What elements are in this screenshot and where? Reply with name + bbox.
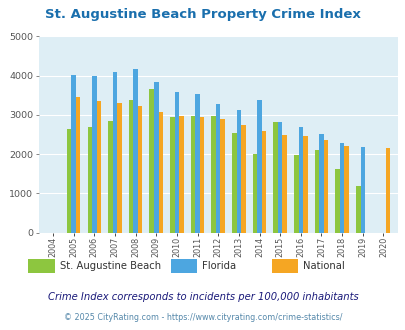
Bar xyxy=(282,135,286,233)
Bar xyxy=(335,169,339,233)
Bar xyxy=(67,129,71,233)
Bar xyxy=(199,117,204,233)
Bar xyxy=(252,154,257,233)
Bar xyxy=(303,136,307,233)
Text: National: National xyxy=(303,261,344,271)
Bar xyxy=(257,100,261,233)
Bar xyxy=(128,100,133,233)
Bar xyxy=(211,116,215,233)
Bar xyxy=(343,146,348,233)
Bar xyxy=(318,135,323,233)
Bar xyxy=(314,150,318,233)
Bar xyxy=(220,119,224,233)
Bar xyxy=(232,133,236,233)
Bar xyxy=(190,116,195,233)
Bar xyxy=(360,147,364,233)
Bar xyxy=(261,131,266,233)
Bar xyxy=(71,75,76,233)
Bar xyxy=(236,110,241,233)
Text: St. Augustine Beach: St. Augustine Beach xyxy=(60,261,160,271)
Bar xyxy=(277,122,282,233)
Bar xyxy=(195,94,199,233)
Bar xyxy=(174,92,179,233)
Bar xyxy=(241,125,245,233)
Bar xyxy=(298,127,303,233)
Text: Crime Index corresponds to incidents per 100,000 inhabitants: Crime Index corresponds to incidents per… xyxy=(47,292,358,302)
Text: St. Augustine Beach Property Crime Index: St. Augustine Beach Property Crime Index xyxy=(45,8,360,21)
Bar xyxy=(170,117,174,233)
Bar xyxy=(87,127,92,233)
Bar xyxy=(76,97,80,233)
Bar xyxy=(355,185,360,233)
Bar xyxy=(385,148,389,233)
Bar xyxy=(96,101,101,233)
Bar xyxy=(179,116,183,233)
Bar xyxy=(133,69,138,233)
Bar xyxy=(153,82,158,233)
Bar xyxy=(273,121,277,233)
Bar xyxy=(149,89,153,233)
Bar xyxy=(323,140,328,233)
Bar xyxy=(92,76,96,233)
Bar xyxy=(158,113,163,233)
Text: © 2025 CityRating.com - https://www.cityrating.com/crime-statistics/: © 2025 CityRating.com - https://www.city… xyxy=(64,313,341,322)
Bar xyxy=(138,106,142,233)
Bar xyxy=(215,104,220,233)
Bar xyxy=(113,72,117,233)
Text: Florida: Florida xyxy=(201,261,235,271)
Bar xyxy=(293,155,298,233)
Bar xyxy=(117,103,121,233)
Bar xyxy=(339,143,343,233)
Bar xyxy=(108,121,113,233)
